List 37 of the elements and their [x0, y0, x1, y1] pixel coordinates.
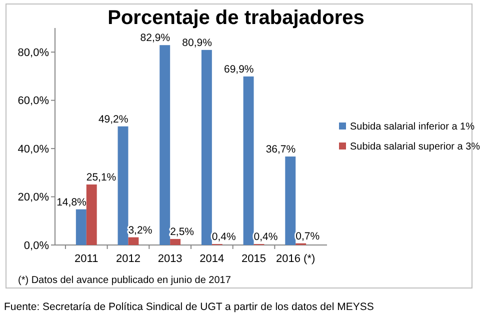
bar [128, 237, 139, 245]
data-label: 0,4% [254, 231, 278, 244]
bar [170, 238, 181, 245]
chart-title: Porcentaje de trabajadores [108, 7, 364, 29]
data-label: 49,2% [98, 113, 128, 126]
data-label: 25,1% [86, 171, 116, 184]
y-tick-label: 60,0% [18, 95, 50, 108]
data-label: 2,5% [170, 226, 194, 238]
bar [201, 50, 212, 245]
data-label: 82,9% [140, 32, 170, 44]
data-label: 14,8% [56, 196, 86, 208]
x-tick-label: 2015 [242, 253, 266, 265]
legend-label: Subida salarial inferior a 1% [350, 122, 475, 132]
bar [243, 76, 254, 245]
y-tick-label: 40,0% [18, 143, 50, 156]
bar [160, 45, 170, 245]
x-tick-label: 2016 (*) [276, 253, 316, 265]
data-label: 69,9% [224, 63, 254, 76]
bar [118, 126, 128, 245]
y-tick-label: 20,0% [18, 192, 50, 204]
data-label: 0,4% [212, 231, 236, 244]
x-tick-label: 2011 [74, 253, 98, 265]
bar [86, 184, 97, 245]
legend-label: Subida salarial superior a 3% [350, 142, 480, 152]
data-label: 80,9% [182, 36, 212, 49]
x-tick-label: 2013 [158, 253, 182, 265]
text: (*) Datos del avance publicado en junio de 2017 [18, 275, 232, 286]
bar [76, 209, 86, 245]
y-tick-label: 80,0% [18, 46, 50, 59]
y-tick-label: 0,0% [24, 240, 50, 252]
bar [285, 156, 296, 245]
x-tick-label: 2014 [200, 253, 224, 265]
x-tick-label: 2012 [116, 253, 140, 265]
data-label: 0,7% [296, 230, 320, 242]
data-label: 36,7% [266, 144, 296, 156]
data-label: 3,2% [128, 224, 152, 236]
source-note: Fuente: Secretaría de Política Sindical de UGT a partir de los datos del MEYSS [4, 301, 374, 313]
